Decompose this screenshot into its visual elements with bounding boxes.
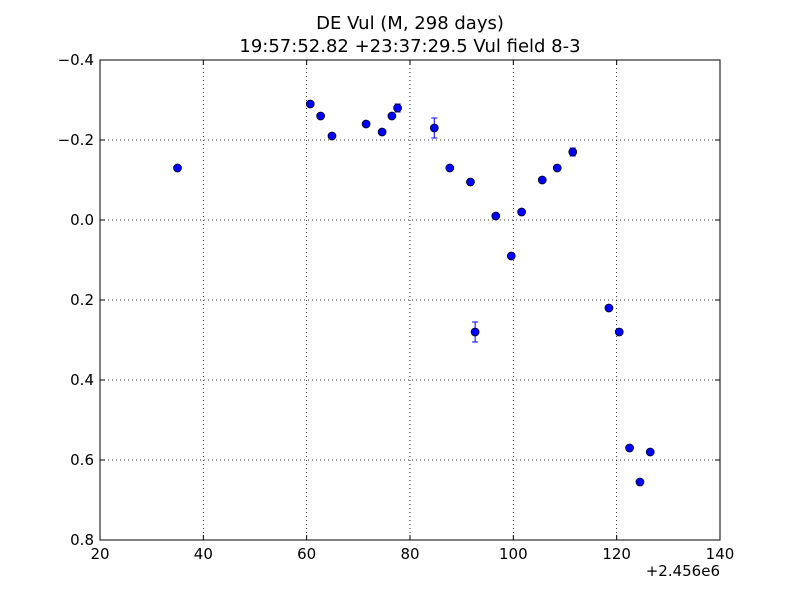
data-point [377, 127, 387, 137]
data-point [537, 175, 547, 185]
y-tick-label: 0.6 [70, 451, 94, 469]
data-point [466, 177, 475, 187]
data-point [316, 111, 325, 121]
data-point [470, 327, 480, 337]
data-point [491, 211, 501, 221]
x-tick-label: 140 [706, 545, 735, 563]
x-tick-label: 120 [602, 545, 631, 563]
y-tick-label: 0.0 [70, 211, 94, 229]
data-point [614, 327, 624, 337]
y-tick-label: −0.4 [58, 51, 94, 69]
y-tick-label: 0.8 [70, 531, 94, 549]
x-offset-label: +2.456e6 [646, 562, 720, 580]
y-tick-label: 0.4 [70, 371, 94, 389]
data-point [305, 99, 315, 109]
data-point [506, 251, 516, 261]
data-point [387, 111, 397, 121]
data-point [625, 443, 634, 453]
data-point [517, 207, 526, 217]
data-point [327, 131, 337, 141]
data-points [173, 99, 655, 487]
chart-subtitle: 19:57:52.82 +23:37:29.5 Vul field 8-3 [239, 36, 580, 57]
data-point [393, 103, 402, 113]
y-tick-labels: −0.4 −0.2 0.0 0.2 0.4 0.6 0.8 [58, 51, 94, 549]
data-point [568, 147, 578, 157]
data-point [635, 477, 645, 487]
x-tick-label: 20 [90, 545, 109, 563]
x-tick-label: 40 [194, 545, 213, 563]
grid [100, 60, 720, 540]
plot-frame [99, 59, 721, 541]
data-point [645, 447, 655, 457]
data-point [361, 119, 371, 129]
data-point [604, 303, 614, 313]
x-tick-label: 100 [499, 545, 528, 563]
data-point [429, 123, 439, 133]
chart-title: DE Vul (M, 298 days) [316, 13, 504, 34]
data-point [445, 163, 455, 173]
y-tick-label: 0.2 [70, 291, 94, 309]
x-tick-labels: 20 40 60 80 100 120 140 [90, 545, 734, 563]
x-tick-label: 80 [400, 545, 419, 563]
x-tick-label: 60 [297, 545, 316, 563]
data-point [173, 163, 182, 173]
data-point [552, 163, 562, 173]
y-tick-label: −0.2 [58, 131, 94, 149]
